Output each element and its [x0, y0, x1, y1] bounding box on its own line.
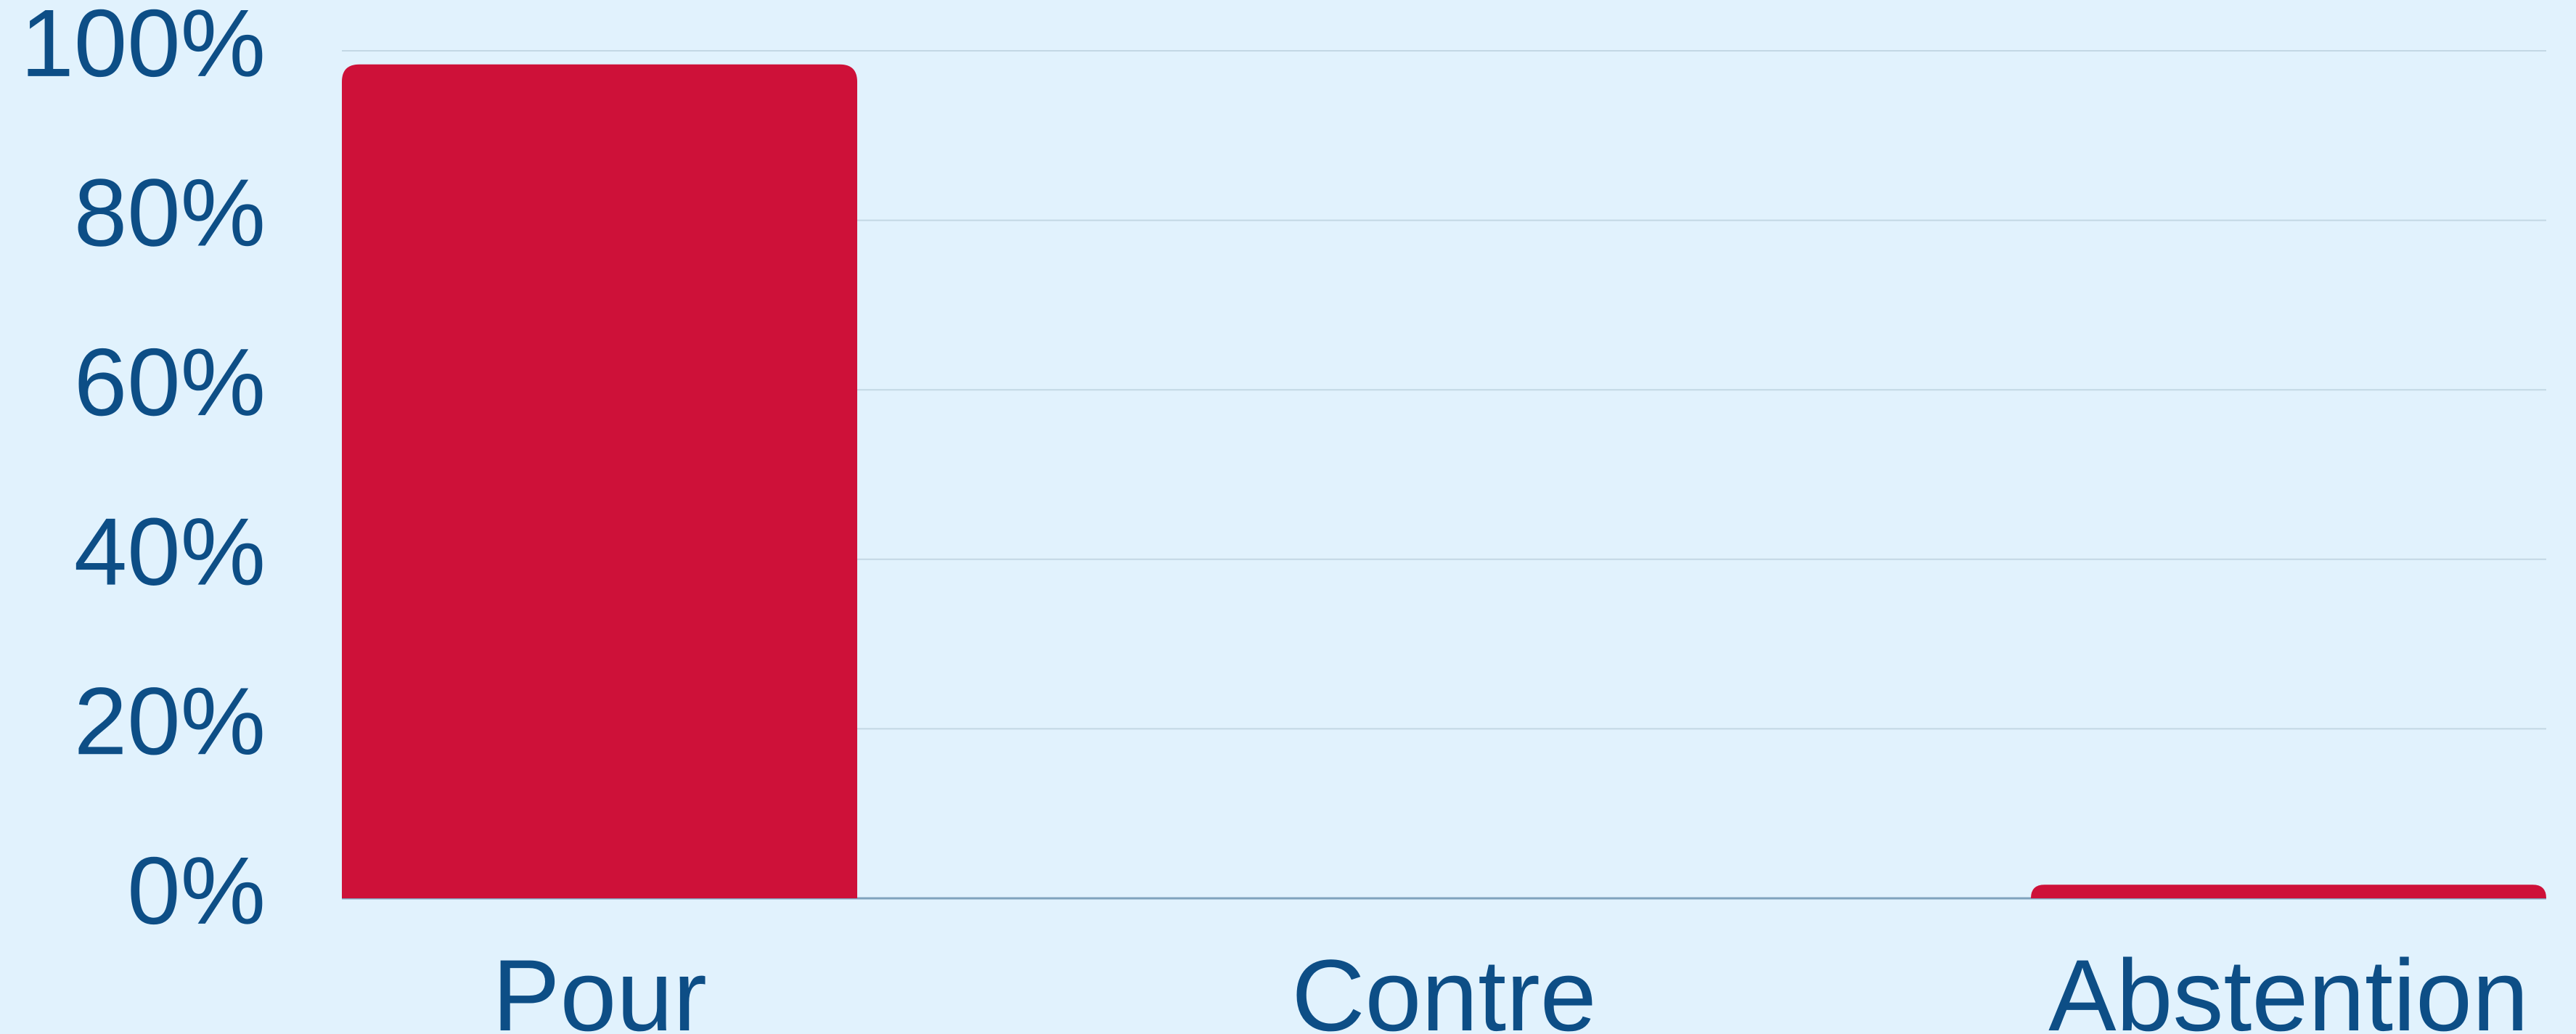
x-tick-label: Contre	[1291, 938, 1596, 1034]
y-tick-label: 20%	[74, 668, 266, 774]
bar	[2031, 885, 2546, 898]
y-tick-label: 60%	[74, 329, 266, 435]
x-tick-label: Pour	[492, 938, 707, 1034]
y-tick-label: 80%	[74, 159, 266, 266]
bar	[342, 64, 857, 899]
x-tick-label: Abstention	[2048, 938, 2529, 1034]
y-tick-label: 40%	[74, 498, 266, 605]
y-tick-label: 0%	[127, 837, 266, 944]
y-tick-label: 100%	[20, 0, 266, 97]
